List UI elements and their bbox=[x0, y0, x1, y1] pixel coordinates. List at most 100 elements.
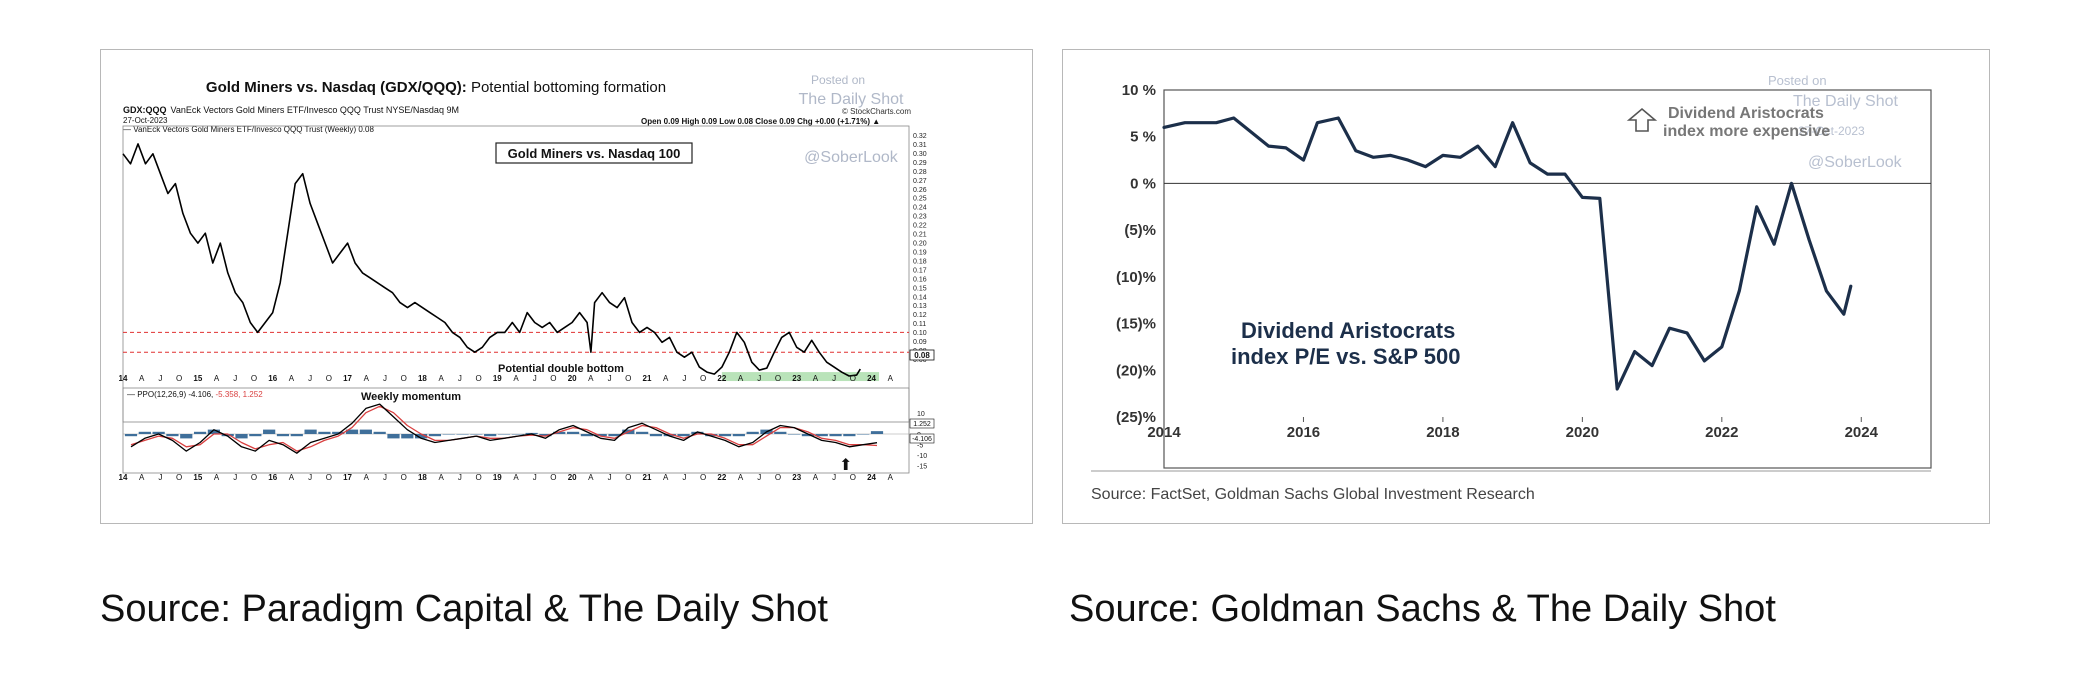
x-tick-label: O bbox=[326, 473, 332, 482]
watermark-handle-right: @SoberLook bbox=[1808, 154, 1903, 171]
x-tick-label: O bbox=[700, 374, 706, 383]
histogram-bar bbox=[594, 434, 607, 437]
watermark-date-right: 27-Oct-2023 bbox=[1798, 124, 1865, 138]
aristocrats-series-line bbox=[1162, 116, 1853, 391]
histogram-bar bbox=[580, 434, 593, 437]
histogram-bar bbox=[566, 431, 580, 434]
histogram-bar bbox=[511, 434, 524, 435]
histogram-bar bbox=[235, 434, 248, 439]
y-tick-label: 0.18 bbox=[913, 258, 927, 265]
histogram-bar bbox=[718, 434, 732, 437]
histogram-bar bbox=[221, 434, 234, 437]
x-tick-label: O bbox=[625, 473, 631, 482]
expensive-note-line2: index more expensive bbox=[1663, 123, 1830, 140]
x-tick-label: J bbox=[158, 473, 162, 482]
x-tick-label: A bbox=[588, 473, 594, 482]
last-value-text: 0.08 bbox=[914, 351, 930, 360]
y-tick-label: 0.30 bbox=[913, 151, 927, 158]
x-tick-label: A bbox=[588, 374, 594, 383]
x-tick-label: J bbox=[608, 473, 612, 482]
histogram-bar bbox=[124, 434, 138, 437]
histogram-bar bbox=[442, 434, 455, 435]
histogram-bar bbox=[470, 434, 483, 435]
y-tick-label: (5)% bbox=[1124, 222, 1156, 239]
watermark-posted-left: Posted on bbox=[811, 73, 865, 87]
y-tick-label: (15)% bbox=[1116, 316, 1156, 333]
histogram-bar bbox=[857, 434, 870, 435]
histogram-bar bbox=[318, 431, 331, 434]
y-tick-label: 0.16 bbox=[913, 276, 927, 283]
y-tick-label: 0.21 bbox=[913, 232, 927, 239]
histogram-bar bbox=[401, 434, 414, 439]
histogram-bar bbox=[207, 429, 220, 434]
x-tick-label: J bbox=[308, 374, 312, 383]
series-label-box bbox=[495, 142, 693, 164]
y-tick-label: 0.28 bbox=[913, 169, 927, 176]
x-tick-label: O bbox=[625, 374, 631, 383]
ppo-tag-1-text: 1.252 bbox=[913, 421, 931, 428]
x-tick-label: J bbox=[832, 473, 836, 482]
momentum-y-tick: -15 bbox=[917, 464, 927, 471]
y-tick-label: 0.25 bbox=[913, 196, 927, 203]
left-chart-title: Gold Miners vs. Nasdaq (GDX/QQQ): Potent… bbox=[206, 79, 666, 96]
histogram-bar bbox=[359, 429, 372, 434]
histogram-bar bbox=[332, 431, 345, 434]
x-tick-label: O bbox=[775, 473, 781, 482]
x-tick-label: A bbox=[663, 473, 669, 482]
x-tick-label: O bbox=[475, 473, 481, 482]
signal-line bbox=[130, 405, 878, 452]
up-arrow-icon: ⬆ bbox=[839, 457, 852, 474]
x-tick-label: O bbox=[775, 374, 781, 383]
x-tick-label: 20 bbox=[568, 473, 577, 482]
x-tick-label: A bbox=[813, 374, 819, 383]
histogram-bar bbox=[263, 429, 276, 434]
histogram-bar bbox=[456, 434, 469, 435]
x-tick-label: 19 bbox=[493, 374, 502, 383]
x-tick-label: A bbox=[438, 473, 444, 482]
histogram-bar bbox=[484, 434, 497, 437]
price-plot-frame bbox=[122, 125, 910, 423]
x-tick-label: 18 bbox=[418, 473, 427, 482]
x-tick-label: J bbox=[682, 473, 686, 482]
histogram-bar bbox=[166, 434, 179, 437]
x-tick-label: O bbox=[850, 374, 856, 383]
y-tick-label: 0.32 bbox=[913, 133, 927, 140]
y-tick-label: 0.31 bbox=[913, 142, 927, 149]
histogram-bar bbox=[152, 431, 165, 434]
ppo-tag-1 bbox=[909, 418, 935, 429]
x-tick-label: 2022 bbox=[1705, 424, 1738, 441]
x-tick-label: O bbox=[251, 374, 257, 383]
x-tick-label: O bbox=[550, 473, 556, 482]
histogram-bar bbox=[249, 434, 262, 437]
histogram-bar bbox=[428, 434, 442, 437]
momentum-y-tick: -5 bbox=[917, 443, 923, 450]
x-tick-label: A bbox=[364, 374, 370, 383]
ppo-tag-2-text: -4.106 bbox=[912, 436, 932, 443]
x-tick-label: J bbox=[832, 374, 836, 383]
y-tick-label: (20)% bbox=[1116, 362, 1156, 379]
x-tick-label: 19 bbox=[493, 473, 502, 482]
y-tick-label: 0.26 bbox=[913, 187, 927, 194]
x-tick-label: 2016 bbox=[1287, 424, 1320, 441]
x-tick-label: A bbox=[513, 473, 519, 482]
x-tick-label: J bbox=[383, 473, 387, 482]
x-tick-label: 15 bbox=[193, 473, 202, 482]
y-tick-label: 0.27 bbox=[913, 178, 927, 185]
histogram-bar bbox=[843, 434, 856, 437]
ppo-line bbox=[130, 403, 878, 454]
histogram-bar bbox=[138, 431, 151, 434]
chart-date: 27-Oct-2023 bbox=[123, 116, 168, 125]
y-tick-label: 0.14 bbox=[913, 294, 927, 301]
histogram-bar bbox=[746, 431, 759, 434]
x-tick-label: O bbox=[700, 473, 706, 482]
dividend-aristocrats-chart-panel: 10 % 5 % 0 % (5)% (10)% (15)% (20)% (25)% 2014 20… bbox=[1062, 49, 1990, 524]
aristocrats-layer: 10 % 5 % 0 % (5)% (10)% (15)% (20)% (25)%2014 20… bbox=[1116, 82, 1931, 441]
x-tick-label: O bbox=[401, 374, 407, 383]
histogram-bar bbox=[276, 434, 290, 437]
x-tick-label: J bbox=[233, 374, 237, 383]
x-tick-label: J bbox=[533, 473, 537, 482]
x-tick-label: A bbox=[888, 473, 894, 482]
up-arrow-icon-right bbox=[1626, 107, 1658, 132]
x-tick-label: O bbox=[475, 374, 481, 383]
y-tick-label: 0.00 bbox=[913, 357, 927, 364]
